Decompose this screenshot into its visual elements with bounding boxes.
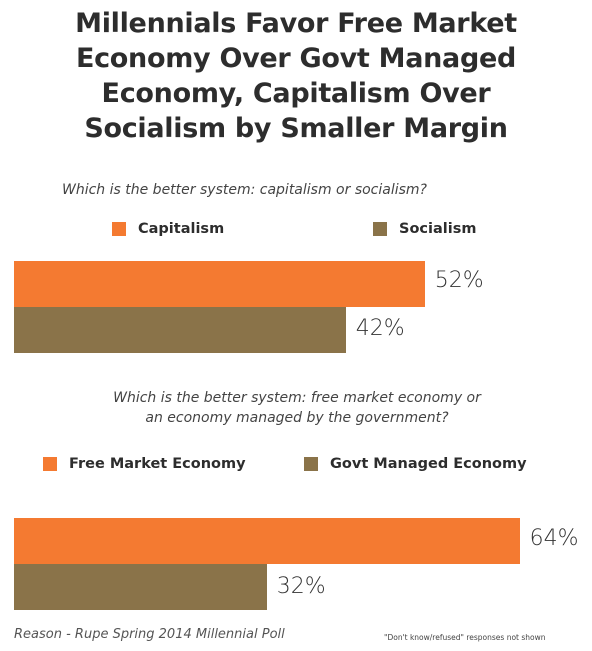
bar-socialism: [14, 307, 346, 353]
responses-note: "Don't know/refused" responses not shown: [384, 633, 546, 642]
legend-swatch-govt-managed: [304, 457, 318, 471]
data-label-govt-managed-economy: 32%: [276, 574, 326, 599]
legend-label-govt-managed: Govt Managed Economy: [330, 456, 527, 472]
legend-item-capitalism: Capitalism: [112, 221, 224, 237]
bar-capitalism: [14, 261, 425, 307]
legend-item-govt-managed: Govt Managed Economy: [304, 456, 527, 472]
title-line-1: Millennials Favor Free Market: [75, 8, 517, 39]
legend-item-free-market: Free Market Economy: [43, 456, 246, 472]
question-2: Which is the better system: free market …: [62, 388, 532, 428]
data-label-capitalism: 52%: [434, 268, 484, 293]
data-label-free-market-economy: 64%: [529, 526, 579, 551]
legend-label-free-market: Free Market Economy: [69, 456, 246, 472]
question-1: Which is the better system: capitalism o…: [62, 182, 427, 198]
source-note: Reason - Rupe Spring 2014 Millennial Pol…: [14, 627, 285, 642]
bar-free-market-economy: [14, 518, 520, 564]
legend-swatch-socialism: [373, 222, 387, 236]
data-label-socialism: 42%: [355, 316, 405, 341]
chart-title: Millennials Favor Free Market Economy Ov…: [0, 6, 592, 146]
title-line-3: Economy, Capitalism Over: [101, 78, 491, 109]
legend-label-socialism: Socialism: [399, 221, 477, 237]
title-line-2: Economy Over Govt Managed: [75, 43, 517, 74]
question-2-line-2: an economy managed by the government?: [145, 410, 449, 426]
legend-swatch-capitalism: [112, 222, 126, 236]
title-line-4: Socialism by Smaller Margin: [84, 113, 508, 144]
legend-swatch-free-market: [43, 457, 57, 471]
legend-item-socialism: Socialism: [373, 221, 476, 237]
legend-label-capitalism: Capitalism: [138, 221, 225, 237]
bar-govt-managed-economy: [14, 564, 267, 610]
question-2-line-1: Which is the better system: free market …: [113, 390, 481, 406]
